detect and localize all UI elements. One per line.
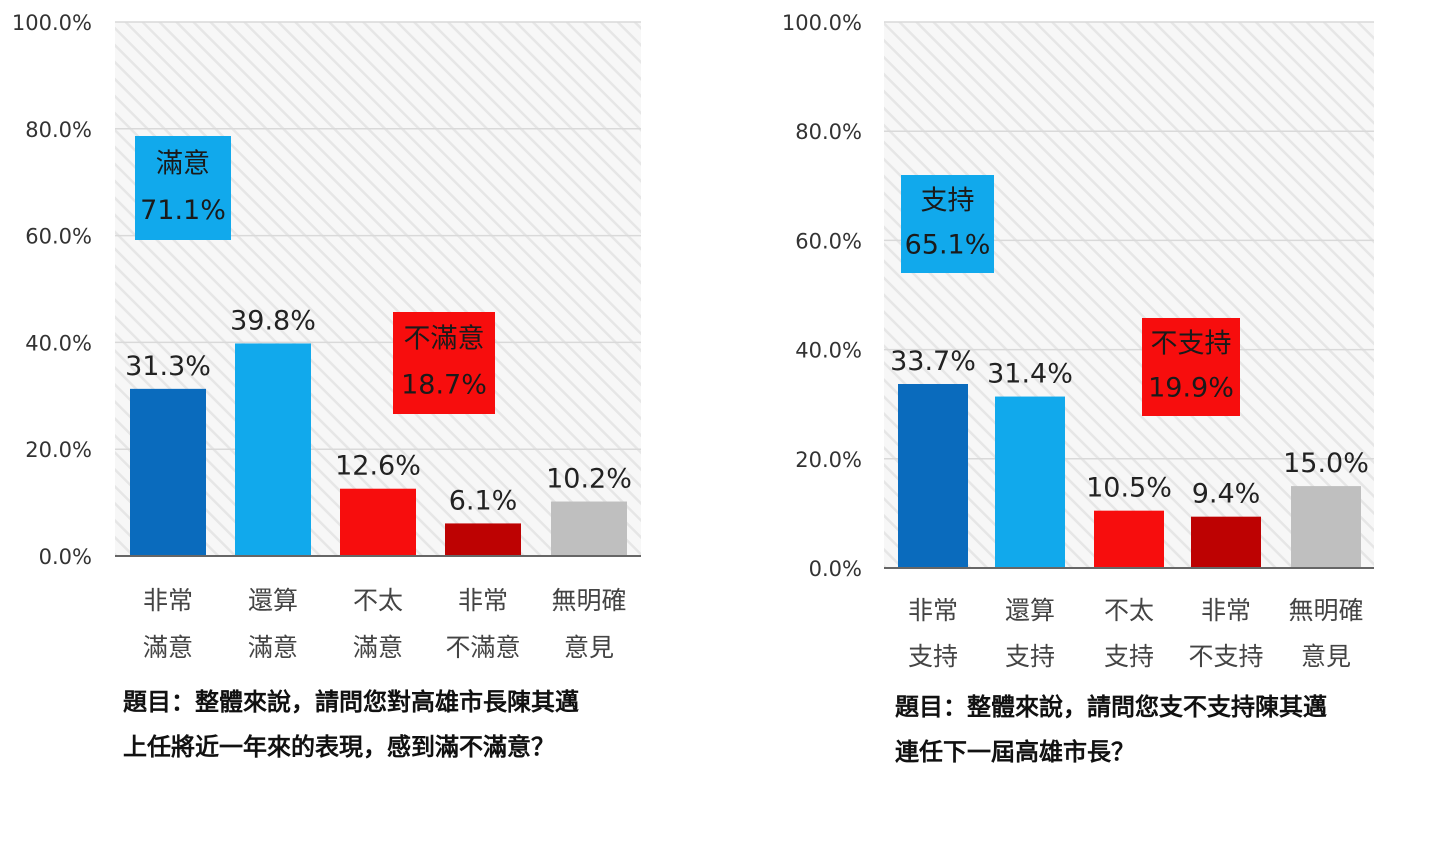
summary-box-value: 71.1% (140, 195, 226, 226)
category-label: 非常 (458, 586, 508, 615)
summary-box-value: 19.9% (1148, 372, 1234, 403)
category-label: 意見 (564, 633, 614, 662)
bar (898, 383, 968, 568)
bar-value-label: 33.7% (890, 346, 976, 377)
summary-box (135, 136, 231, 240)
bar-value-label: 10.2% (546, 464, 632, 495)
bar-value-label: 10.5% (1086, 473, 1172, 504)
category-label: 非常 (908, 596, 958, 625)
category-label: 意見 (1301, 642, 1351, 671)
category-label: 無明確 (1288, 596, 1363, 625)
summary-box-label: 滿意 (156, 148, 210, 179)
question-line: 上任將近一年來的表現，感到滿不滿意？ (123, 733, 555, 761)
category-label: 不太 (1104, 596, 1154, 625)
bar (1191, 516, 1261, 568)
category-label: 還算 (248, 586, 298, 615)
bar (551, 501, 627, 556)
category-label: 還算 (1005, 596, 1055, 625)
bar-value-label: 15.0% (1283, 448, 1369, 479)
y-tick-label: 100.0% (12, 11, 92, 35)
bar-value-label: 9.4% (1192, 479, 1261, 510)
category-label: 不支持 (1188, 642, 1263, 671)
summary-box-label: 不滿意 (404, 324, 485, 355)
category-label: 滿意 (248, 633, 298, 662)
y-tick-label: 0.0% (809, 557, 862, 581)
category-label: 支持 (908, 642, 958, 671)
question-text: 題目：整體來說，請問您對高雄市長陳其邁 上任將近一年來的表現，感到滿不滿意？ (123, 680, 683, 770)
bar (995, 396, 1065, 568)
category-label: 滿意 (353, 633, 403, 662)
bar (130, 388, 206, 556)
summary-box-value: 65.1% (905, 229, 991, 260)
category-label: 支持 (1005, 642, 1055, 671)
y-tick-label: 60.0% (25, 225, 92, 249)
y-tick-label: 20.0% (795, 448, 862, 472)
bar-value-label: 31.3% (125, 351, 211, 382)
bar-value-label: 6.1% (449, 485, 518, 516)
y-tick-label: 80.0% (25, 118, 92, 142)
summary-box-label: 支持 (921, 185, 975, 216)
support-chart: 0.0% 20.0% 40.0% 60.0% 80.0% 100.0% 33.7% 非常 支持 3… (740, 0, 1442, 844)
summary-box (1142, 318, 1240, 416)
bar (235, 343, 311, 556)
bar-value-label: 39.8% (230, 305, 316, 336)
summary-box (901, 175, 994, 273)
category-label: 支持 (1104, 642, 1154, 671)
bar-value-label: 12.6% (335, 451, 421, 482)
category-label: 不滿意 (445, 633, 520, 662)
satisfaction-chart: 0.0% 20.0% 40.0% 60.0% 80.0% 100.0% 31.3% 非常 滿意 3… (0, 0, 700, 844)
category-label: 不太 (353, 586, 403, 615)
y-tick-label: 0.0% (39, 545, 92, 569)
summary-box-value: 18.7% (401, 370, 487, 401)
bar (445, 523, 521, 556)
question-line: 連任下一屆高雄市長？ (895, 738, 1135, 766)
summary-box (393, 312, 495, 414)
y-tick-label: 20.0% (25, 438, 92, 462)
chart-svg: 0.0%20.0%40.0%60.0%80.0%100.0%31.3%非常滿意3… (12, 11, 641, 662)
category-label: 非常 (1201, 596, 1251, 625)
question-text: 題目：整體來說，請問您支不支持陳其邁 連任下一屆高雄市長？ (895, 685, 1435, 775)
y-tick-label: 40.0% (25, 331, 92, 355)
question-line: 題目：整體來說，請問您對高雄市長陳其邁 (123, 688, 579, 716)
bar (1094, 510, 1164, 568)
category-label: 非常 (143, 586, 193, 615)
bar (1291, 486, 1361, 568)
category-label: 無明確 (551, 586, 626, 615)
question-line: 題目：整體來說，請問您支不支持陳其邁 (895, 693, 1327, 721)
bar (340, 488, 416, 556)
y-tick-label: 80.0% (795, 120, 862, 144)
category-label: 滿意 (143, 633, 193, 662)
y-tick-label: 100.0% (782, 11, 862, 35)
y-tick-label: 60.0% (795, 229, 862, 253)
chart-svg: 0.0%20.0%40.0%60.0%80.0%100.0%33.7%非常支持3… (782, 11, 1374, 671)
y-tick-label: 40.0% (795, 339, 862, 363)
bar-value-label: 31.4% (987, 359, 1073, 390)
summary-box-label: 不支持 (1151, 328, 1232, 359)
